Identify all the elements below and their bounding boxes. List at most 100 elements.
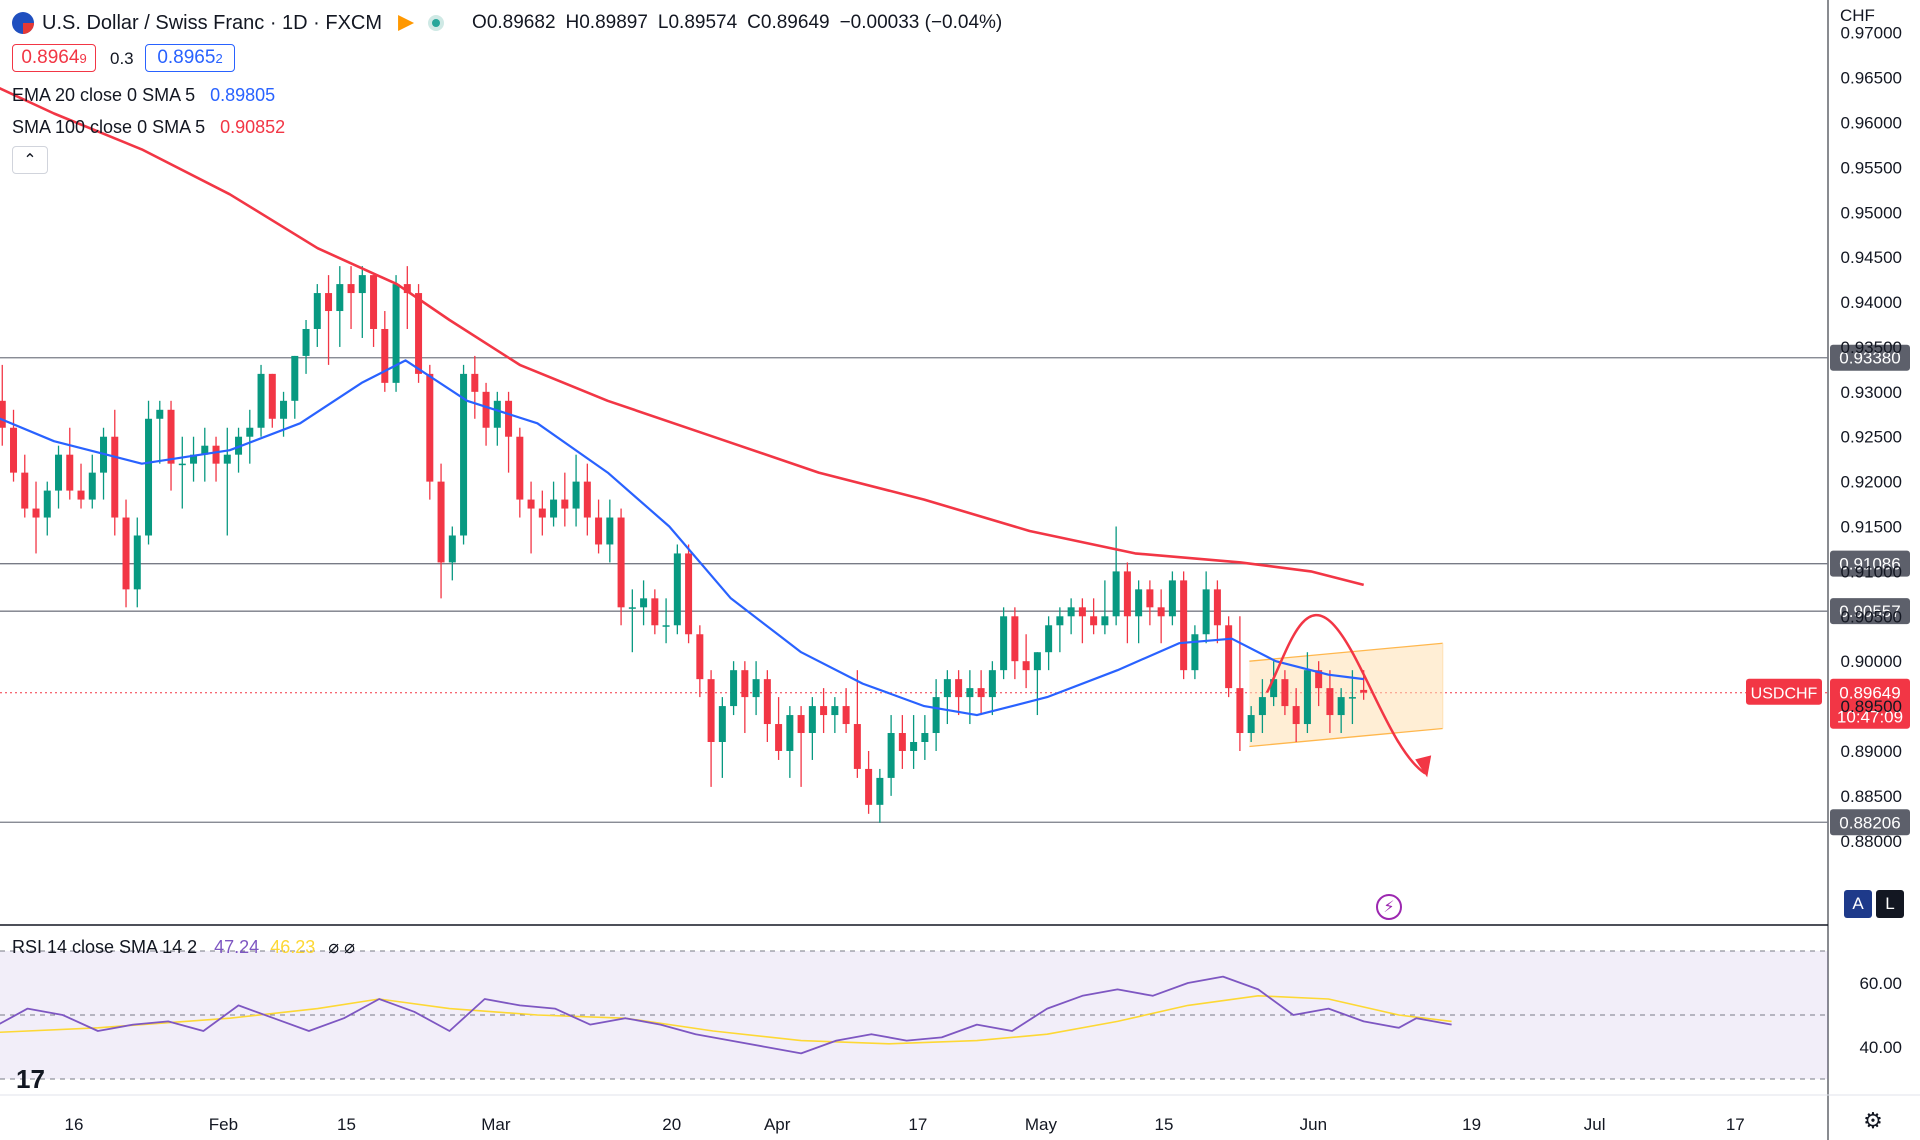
collapse-legend-button[interactable]: ⌃ [12, 146, 48, 174]
candle [808, 697, 816, 760]
candle-body [538, 508, 546, 518]
price-tick-label: 0.94500 [1841, 248, 1902, 267]
candle-body [460, 373, 468, 536]
candle [212, 436, 220, 482]
candle-body [1315, 670, 1323, 689]
candle [876, 768, 884, 823]
candle [662, 598, 670, 644]
candle [133, 517, 141, 608]
candle-body [437, 481, 445, 563]
candle [718, 697, 726, 778]
candle-body [1281, 679, 1289, 707]
candle-body [43, 490, 51, 518]
candle-body [1067, 607, 1075, 617]
level-label-box [1830, 809, 1910, 836]
candle-body [842, 706, 850, 725]
price-tick-label: 0.96500 [1841, 69, 1902, 88]
candle [313, 284, 321, 347]
low-value: L0.89574 [657, 12, 738, 33]
candle-body [471, 373, 479, 392]
market-open-icon [428, 15, 445, 31]
candle [392, 275, 400, 392]
candle [1348, 670, 1356, 725]
ticker-label: USDCHF [1751, 686, 1818, 703]
symbol-header: U.S. Dollar / Swiss Franc · 1D · FXCM O0… [12, 10, 1002, 36]
candle-body [167, 409, 175, 464]
candle [1292, 688, 1300, 742]
ema-legend[interactable]: EMA 20 close 0 SMA 5 0.89805 [12, 85, 275, 106]
candle-body [426, 373, 434, 482]
close-value: C0.89649 [747, 12, 830, 33]
sma-value: 0.90852 [220, 117, 286, 137]
candle-body [673, 553, 681, 626]
candle-body [190, 454, 198, 464]
candle-body [403, 284, 411, 294]
rsi-legend[interactable]: RSI 14 close SMA 14 2 47.24 46.23 ⌀ ⌀ [12, 937, 355, 958]
time-tick-label: 20 [662, 1115, 681, 1134]
candle-body [178, 463, 186, 466]
time-tick-label: May [1025, 1115, 1058, 1134]
candle [707, 670, 715, 787]
ema-label: EMA 20 close 0 SMA 5 [12, 85, 196, 105]
gear-icon[interactable]: ⚙ [1863, 1108, 1883, 1133]
sma-legend[interactable]: SMA 100 close 0 SMA 5 0.90852 [12, 117, 285, 138]
price-tick-label: 0.97000 [1841, 24, 1902, 43]
log-scale-button[interactable]: L [1876, 890, 1904, 918]
candle [763, 670, 771, 742]
level-label: 0.90557 [1839, 602, 1900, 621]
price-tick-label: 0.93500 [1841, 338, 1902, 357]
candle [505, 391, 513, 473]
candle-body [943, 679, 951, 698]
price-tick-label: 0.90000 [1841, 652, 1902, 671]
currency-unit-label[interactable]: CHF [1840, 6, 1875, 25]
time-tick-label: 19 [1462, 1115, 1481, 1134]
candle-body [1101, 616, 1109, 626]
candle [1157, 589, 1165, 644]
candle-body [583, 481, 591, 518]
sell-price-pip: 9 [79, 50, 87, 66]
symbol-title[interactable]: U.S. Dollar / Swiss Franc · 1D · FXCM [42, 11, 383, 34]
time-tick-label: Jun [1300, 1115, 1327, 1134]
candle-body [493, 400, 501, 428]
forecast-arrowhead [1415, 755, 1432, 778]
candle [1213, 580, 1221, 644]
candle [775, 697, 783, 760]
price-tick-label: 0.93000 [1841, 383, 1902, 402]
time-tick-label: 15 [1154, 1115, 1173, 1134]
level-label-box [1830, 550, 1910, 577]
candle [1078, 598, 1086, 644]
candle-body [628, 607, 636, 609]
candle-body [752, 679, 760, 698]
candle-body [1112, 571, 1120, 617]
buy-price-box[interactable]: 0.8965 2 [145, 44, 235, 72]
flag-marker-icon[interactable] [398, 15, 415, 31]
candle [1101, 580, 1109, 635]
candle-body [1202, 589, 1210, 635]
candle-body [122, 517, 130, 590]
candle [1236, 616, 1244, 751]
auto-scale-button[interactable]: A [1844, 890, 1872, 918]
rsi-sma-line [0, 994, 1452, 1045]
candle [493, 391, 501, 446]
candle [606, 499, 614, 563]
candle-body [1191, 634, 1199, 671]
candle [246, 409, 254, 464]
candle [302, 320, 310, 374]
candle [358, 266, 366, 338]
candle-body [932, 697, 940, 734]
sell-price-box[interactable]: 0.8964 9 [12, 44, 96, 72]
candle [651, 589, 659, 635]
candle [561, 472, 569, 527]
candle-body [718, 706, 726, 742]
candle [910, 715, 918, 769]
candle [426, 364, 434, 500]
candle [1270, 661, 1278, 707]
candle-body [696, 634, 704, 680]
candle [1146, 580, 1154, 626]
candle [831, 697, 839, 734]
price-tick-label: 0.88000 [1841, 832, 1902, 851]
candle-body [1123, 571, 1131, 617]
lightning-icon[interactable]: ⚡ [1376, 894, 1402, 920]
rsi-tick-label: 60.00 [1859, 974, 1902, 993]
